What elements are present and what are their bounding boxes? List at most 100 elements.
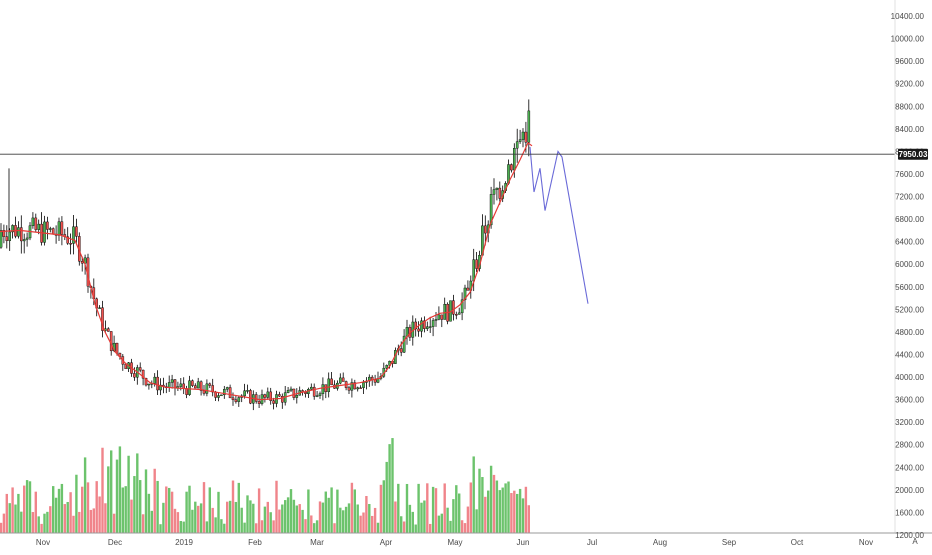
volume-bar bbox=[382, 480, 385, 533]
candle-body bbox=[254, 394, 258, 402]
volume-bar bbox=[139, 480, 142, 533]
volume-bar bbox=[478, 468, 481, 533]
candle-body bbox=[321, 384, 325, 394]
price-tick-label: 10400.00 bbox=[891, 12, 925, 21]
volume-bar bbox=[252, 503, 255, 533]
candle-body bbox=[106, 328, 110, 332]
candle-body bbox=[222, 389, 226, 396]
candle-body bbox=[437, 314, 441, 320]
volume-bar bbox=[112, 513, 116, 533]
volume-bar bbox=[191, 509, 194, 533]
volume-bar bbox=[292, 499, 296, 533]
price-tick-label: 10000.00 bbox=[891, 35, 925, 44]
volume-bar bbox=[263, 506, 267, 533]
candle-body bbox=[20, 227, 23, 242]
candle-body bbox=[220, 394, 223, 397]
time-tick-label: Apr bbox=[380, 538, 393, 547]
candle-body bbox=[115, 342, 119, 354]
projection-path[interactable] bbox=[529, 146, 589, 304]
volume-bar bbox=[321, 502, 325, 533]
time-tick-label: Jun bbox=[517, 538, 530, 547]
volume-bar bbox=[353, 489, 356, 533]
price-tick-label: 1200.00 bbox=[895, 531, 924, 540]
volume-bar bbox=[513, 490, 516, 533]
candle-body bbox=[466, 287, 470, 291]
candle-body bbox=[22, 239, 26, 242]
current-price-label: 7950.03 bbox=[899, 150, 928, 159]
candle-body bbox=[518, 139, 522, 142]
time-tick-label: Nov bbox=[859, 538, 873, 547]
price-axis[interactable]: 10400.00 10000.00 9600.00 9200.00 8800.00 840… bbox=[891, 12, 925, 540]
candle-body bbox=[2, 230, 6, 237]
volume-bar bbox=[5, 493, 8, 533]
volume-bar bbox=[66, 501, 69, 533]
candle-body bbox=[205, 383, 209, 394]
volume-bar bbox=[115, 459, 119, 533]
candle-body bbox=[515, 141, 519, 149]
volume-bar bbox=[524, 486, 528, 533]
time-tick-label: Oct bbox=[791, 538, 804, 547]
volume-bar bbox=[110, 450, 113, 533]
volume-bar bbox=[127, 455, 130, 533]
volume-bar bbox=[104, 503, 107, 533]
volume-bar bbox=[458, 493, 461, 533]
volume-bar bbox=[54, 497, 58, 533]
volume-bar bbox=[11, 487, 14, 533]
volume-bar bbox=[510, 493, 513, 533]
time-tick-label: Feb bbox=[248, 538, 262, 547]
candle-body bbox=[51, 228, 55, 235]
volume-bar bbox=[434, 488, 438, 533]
candle-body bbox=[191, 380, 194, 386]
volume-bar bbox=[521, 498, 525, 533]
volume-bar bbox=[136, 453, 139, 533]
candle-body bbox=[373, 379, 377, 383]
candle-body bbox=[109, 331, 113, 352]
volume-bar bbox=[188, 485, 191, 533]
volume-bar bbox=[466, 506, 470, 533]
volume-bar bbox=[118, 446, 122, 533]
candle-body bbox=[463, 287, 467, 301]
candle-body bbox=[312, 386, 316, 397]
volume-bar bbox=[211, 507, 214, 533]
volume-bar bbox=[78, 511, 81, 533]
candle-body bbox=[452, 300, 455, 315]
price-tick-label: 5200.00 bbox=[895, 305, 924, 314]
volume-bar bbox=[34, 491, 37, 533]
auto-scale-toggle[interactable]: A bbox=[912, 537, 918, 546]
volume-bar bbox=[342, 510, 345, 533]
volume-bar bbox=[330, 487, 333, 533]
volume-bar bbox=[25, 480, 29, 533]
volume-bar bbox=[182, 521, 185, 533]
volume-bar bbox=[446, 507, 449, 533]
candle-body bbox=[315, 395, 319, 397]
volume-bar bbox=[28, 481, 32, 533]
candle-body bbox=[185, 388, 188, 395]
volume-bar bbox=[228, 500, 232, 533]
volume-bar bbox=[359, 515, 362, 533]
candle-body bbox=[31, 217, 35, 226]
price-tick-label: 2400.00 bbox=[895, 463, 924, 472]
candle-body bbox=[457, 312, 461, 315]
volume-bar bbox=[278, 509, 281, 533]
volume-bar bbox=[484, 496, 487, 533]
volume-bar bbox=[63, 504, 66, 533]
volume-bar bbox=[443, 483, 446, 533]
volume-bar bbox=[347, 503, 351, 533]
candle-body bbox=[257, 401, 261, 404]
volume-bar bbox=[130, 499, 133, 533]
candle-body bbox=[72, 226, 75, 244]
current-price-tag-bg bbox=[898, 148, 928, 160]
candle-body bbox=[214, 391, 217, 398]
candle-body bbox=[359, 387, 362, 389]
volume-bar bbox=[373, 507, 377, 533]
candle-body bbox=[193, 385, 197, 389]
candle-body bbox=[524, 131, 528, 143]
candle-body bbox=[281, 396, 284, 403]
volume-bar bbox=[420, 502, 423, 533]
time-axis[interactable]: Nov Dec 2019 Feb Mar Apr May Jun Jul Aug Sep Oct Nov bbox=[36, 538, 873, 547]
volume-bar bbox=[414, 524, 417, 533]
candle-body bbox=[353, 382, 357, 390]
candle-body bbox=[0, 230, 3, 248]
volume-bar bbox=[156, 480, 159, 533]
